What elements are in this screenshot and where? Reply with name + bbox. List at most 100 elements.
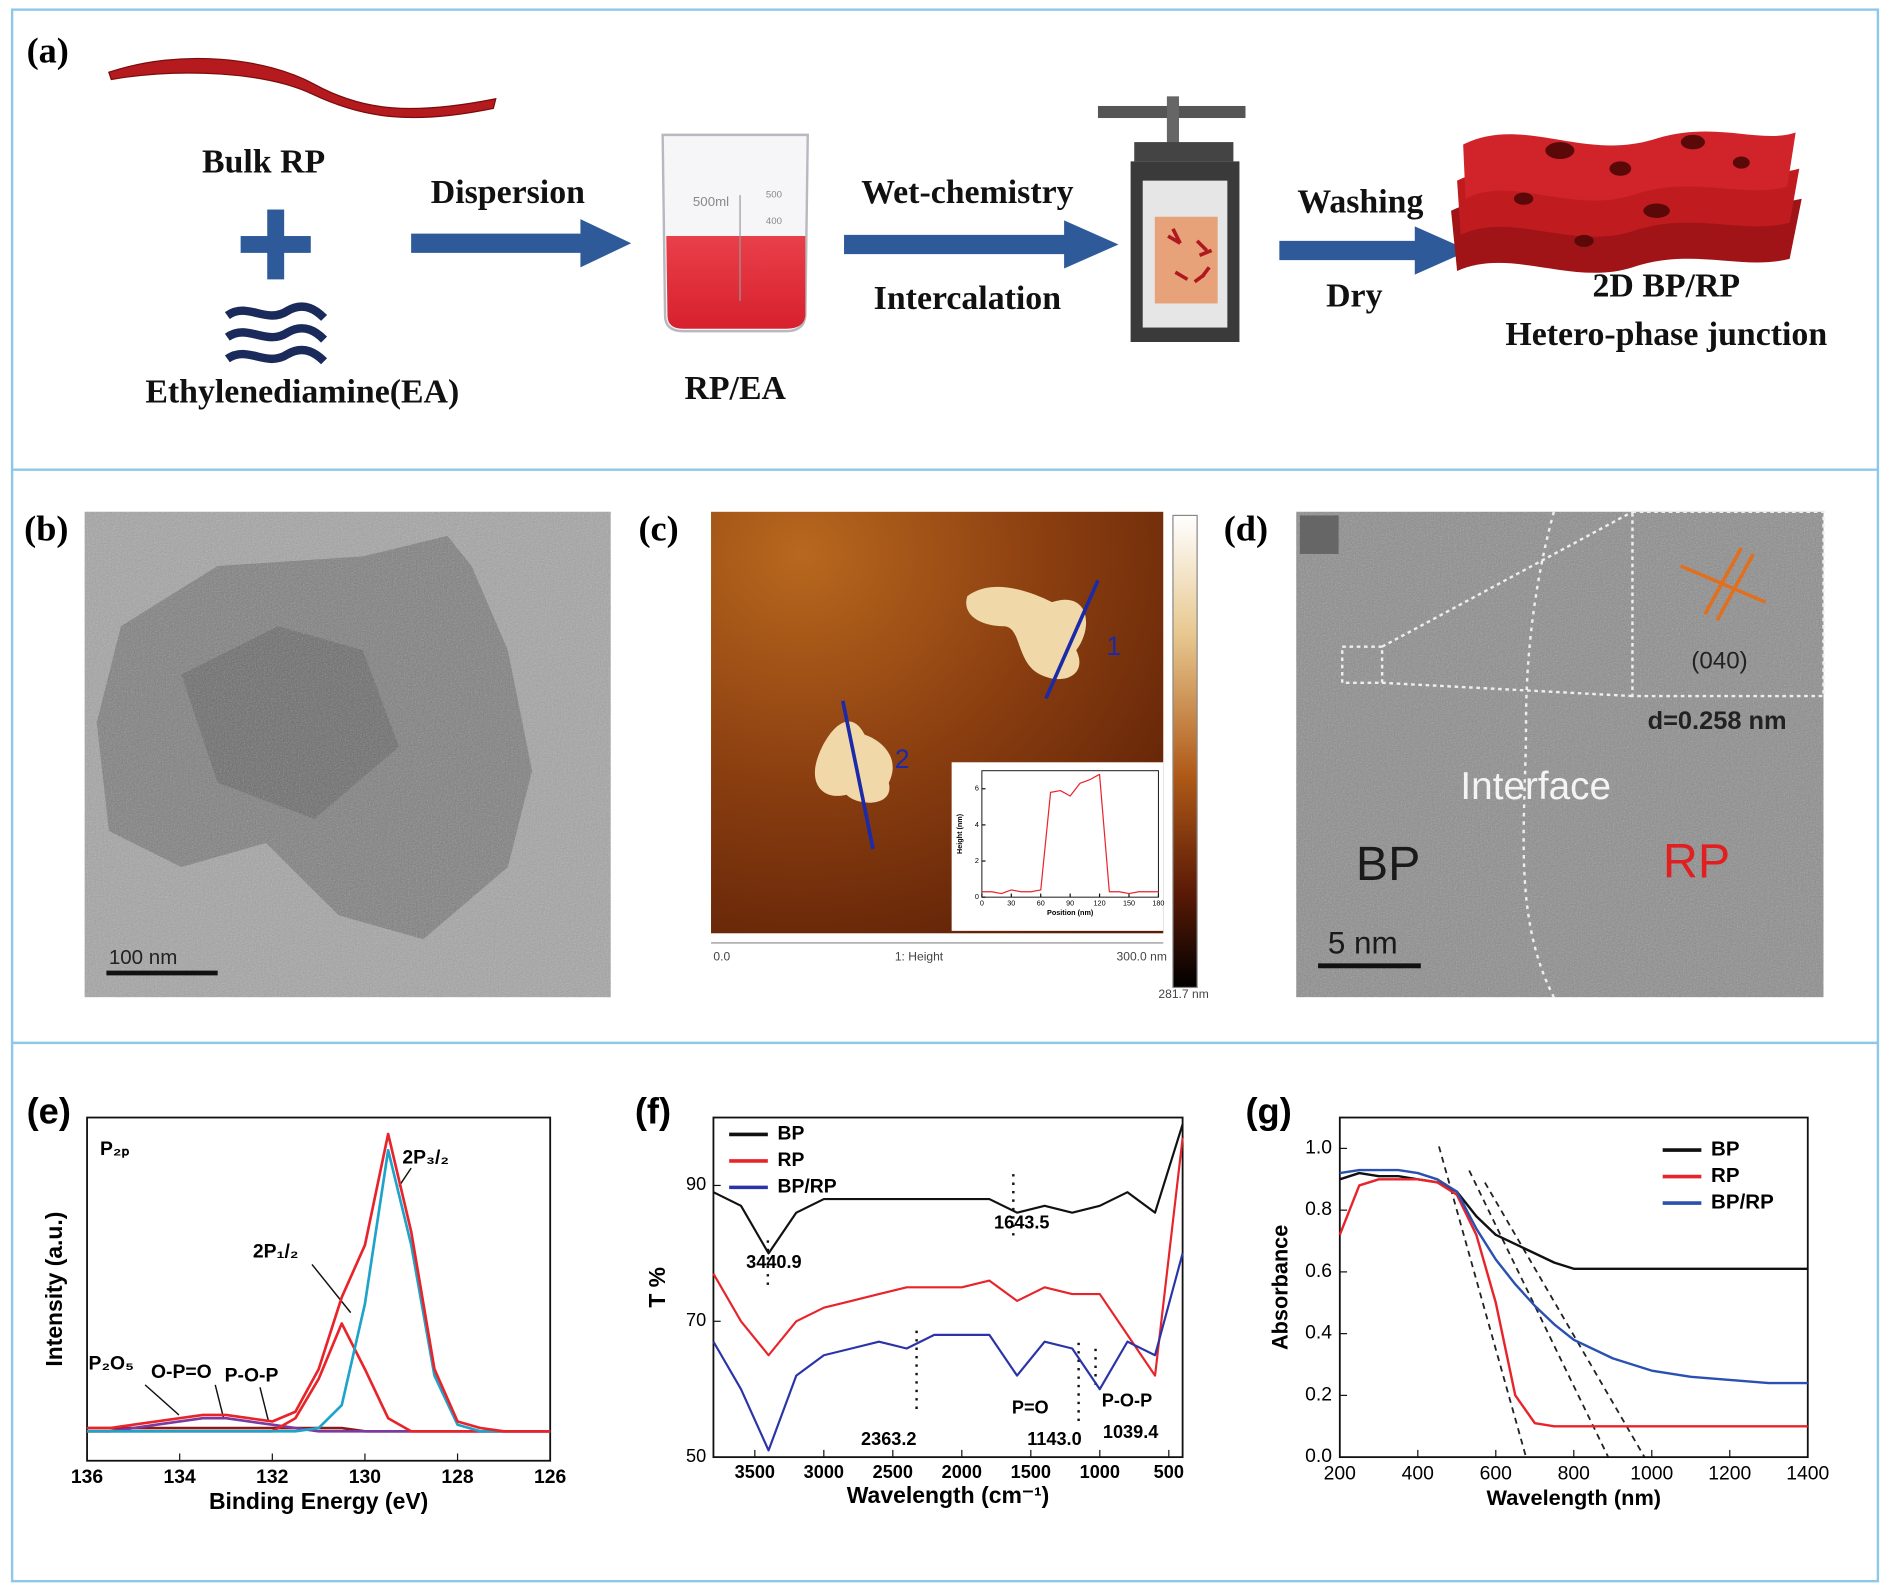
panel-label: (g) [1245,1091,1291,1132]
x-tick-label: 136 [71,1467,104,1488]
scale-label: 5 nm [1328,926,1398,961]
annotation: P₂O₅ [89,1354,134,1375]
scale-label: 100 nm [109,946,178,969]
interface-label: Interface [1460,765,1611,808]
panel-b: (b) 100 nm [24,509,611,998]
series-line [87,1132,551,1433]
x-axis-label: Position (nm) [1047,908,1094,917]
inset-background [951,762,1164,931]
beaker-liquid [666,236,806,329]
annotation-pointers [144,1167,412,1422]
panel-d: (d) (040) d=0.258 nm Interface BP RP 5 n… [1224,509,1825,998]
line-label: 1 [1106,631,1121,661]
y-tick-label: 0.2 [1305,1384,1332,1405]
annotation: 2363.2 [861,1429,916,1449]
x-tick-label: 1000 [1630,1464,1673,1485]
y-tick-label: 2 [975,856,979,865]
interface-line [1522,511,1556,998]
series-line [1339,1171,1808,1270]
x-tick-label: 2000 [942,1462,982,1482]
annotation: P=O [1012,1398,1049,1418]
ea-icon [224,302,328,365]
profile-line [1044,579,1100,700]
x-tick-label: 180 [1152,899,1164,908]
x-axis-label: Wavelength (cm⁻¹) [847,1482,1050,1508]
series-line [712,1253,1184,1452]
label: Bulk RP [202,144,325,181]
legend-label: BP [1711,1137,1740,1160]
autoclave [1097,96,1246,343]
arrow [411,219,632,268]
product-sheets [1451,131,1802,273]
x-tick-label: 1000 [1080,1462,1120,1482]
annotation: 2P₃/₂ [402,1148,449,1169]
x-tick-label: 130 [349,1467,381,1488]
x-tick-label: 128 [441,1467,474,1488]
legend-label: BP [778,1124,805,1145]
tangent-lines [1438,1146,1646,1458]
x-tick-label: 150 [1123,899,1135,908]
x-tick-label: 2500 [873,1462,913,1482]
x-tick-label: 120 [1094,899,1106,908]
plot-frame [712,1116,1184,1459]
panel-label: (e) [27,1091,71,1132]
line-label: 2 [895,744,910,774]
x-tick-label: 200 [1324,1464,1356,1485]
annotation: O-P=O [151,1362,212,1383]
annotation: P-O-P [225,1366,279,1387]
label: 2D BP/RP [1593,268,1741,305]
y-tick-label: 4 [975,820,979,829]
x-tick-label: 132 [256,1467,288,1488]
beaker-mark: 500 [766,190,782,201]
x-tick-label: 1500 [1011,1462,1051,1482]
plane-label: (040) [1691,648,1747,675]
legend-label: BP/RP [1711,1190,1774,1213]
x-tick-label: 30 [1007,899,1015,908]
y-tick-label: 0.6 [1305,1261,1332,1282]
series-line [712,1123,1184,1255]
x-tick-label: 134 [164,1467,197,1488]
label: RP/EA [684,370,786,407]
y-tick-label: 0 [975,892,979,901]
x-axis-label: Wavelength (nm) [1487,1485,1662,1510]
y-tick-label: 70 [686,1310,706,1330]
plot-frame [86,1116,552,1462]
series-line [712,1137,1184,1377]
zoom-guide [1382,681,1633,698]
label: Ethylenediamine(EA) [145,374,459,411]
colorbar-label: 281.7 nm [1158,987,1208,1001]
y-tick-label: 0.0 [1305,1446,1332,1467]
y-axis-label: Absorbance [1267,1225,1292,1350]
beaker-mark: 400 [766,216,782,227]
ruler-label: 0.0 [713,950,730,964]
spacing-label: d=0.258 nm [1648,707,1787,735]
profile-line [841,700,875,850]
panel-a: (a) Bulk RP Ethylenediamine(EA) Dispersi… [27,31,1828,411]
beaker-label: 500ml [693,194,729,209]
label: Intercalation [874,280,1062,317]
arrow [844,220,1119,269]
x-tick-label: 1400 [1786,1464,1829,1485]
ruler-label: 1: Height [895,950,944,964]
ruler-label: 300.0 nm [1117,950,1167,964]
legend-label: RP [1711,1164,1740,1187]
x-tick-label: 800 [1558,1464,1590,1485]
panel-label: (d) [1224,509,1268,549]
x-tick-label: 400 [1402,1464,1434,1485]
phase-label: BP [1356,837,1421,891]
label: Washing [1297,184,1423,221]
y-axis-label: Intensity (a.u.) [41,1212,67,1367]
lattice-mark [1680,547,1767,622]
label: Wet-chemistry [861,174,1073,211]
noise [1296,511,1824,998]
x-tick-label: 1200 [1708,1464,1751,1485]
plus [267,209,285,280]
noise [84,511,611,998]
annotation: 1643.5 [994,1212,1049,1232]
corner [1299,515,1339,554]
arrow [1279,226,1470,275]
label: Hetero-phase junction [1505,316,1827,353]
y-tick-label: 0.4 [1305,1323,1332,1344]
